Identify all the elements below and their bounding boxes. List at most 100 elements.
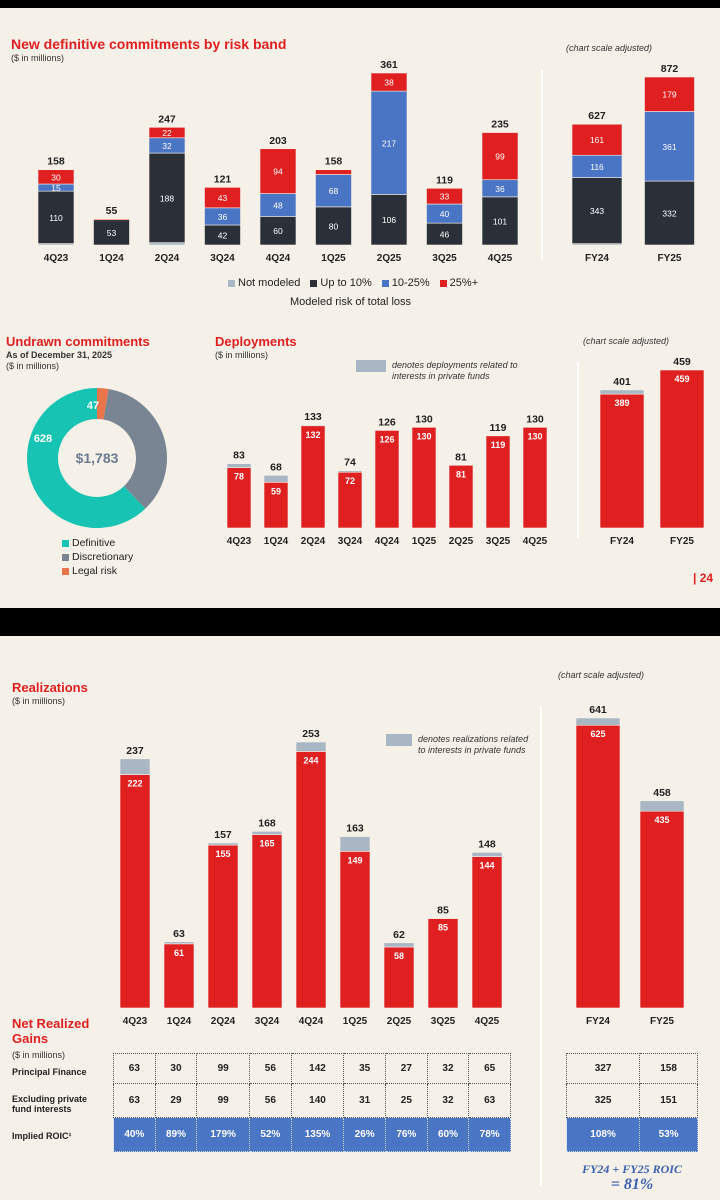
bar-2Q25-25-: [370, 72, 408, 92]
table-cell: 140: [290, 1083, 345, 1118]
bar-4Q25-seg0: [471, 856, 503, 1009]
realizations-subtitle: ($ in millions): [12, 696, 66, 706]
bar-3Q24-seg1: [251, 831, 283, 835]
tick-label-2Q25: 2Q25: [387, 1016, 412, 1027]
table-cell: 135%: [290, 1117, 345, 1152]
bar-value-label: 244: [303, 755, 318, 765]
bar-2Q25-seg0: [383, 946, 415, 1009]
bar-value-label: 119: [491, 440, 506, 450]
tick-label-4Q24: 4Q24: [266, 253, 291, 264]
undrawn-donut-chart: 1,10862847$1,783: [26, 388, 167, 528]
table-cell: 99: [196, 1053, 250, 1084]
deployments-scale-note: (chart scale adjusted): [583, 336, 670, 346]
bar-1Q25-25-: [315, 169, 352, 175]
realizations-note: denotes realizations related to interest…: [386, 734, 536, 756]
bar-FY24-25-: [571, 123, 623, 156]
bar-total-label: 83: [233, 450, 245, 462]
legend-item: Up to 10%: [310, 277, 372, 289]
bar-FY24-up-to-10-: [571, 177, 623, 244]
bar-3Q25-seg0: [485, 435, 511, 529]
commitments-title: New definitive commitments by risk band: [11, 36, 287, 52]
tick-label-3Q25: 3Q25: [486, 536, 511, 547]
legend-item: Not modeled: [228, 277, 300, 289]
legend-swatch: [439, 279, 447, 287]
bar-total-label: 62: [393, 929, 405, 941]
bar-value-label: 116: [590, 162, 604, 172]
table-cell: 30: [154, 1053, 198, 1084]
donut-slice-definitive: [26, 388, 146, 528]
row-label-excluding: Excluding private fund interests: [12, 1094, 88, 1114]
bar-value-label: 60: [273, 226, 283, 236]
table-row: 63 30 99 56 142 35 27 32 65: [113, 1053, 511, 1084]
deployments-divider: [577, 362, 579, 538]
table-cell: 99: [196, 1083, 250, 1118]
bar-3Q25-25-: [426, 188, 463, 205]
row-label-roic: Implied ROIC¹: [12, 1131, 72, 1141]
bar-value-label: 155: [215, 849, 230, 859]
table-cell: 40%: [113, 1117, 156, 1152]
bar-3Q24-25-: [204, 187, 241, 209]
bar-total-label: 81: [455, 451, 467, 463]
bar-value-label: 48: [273, 200, 283, 210]
bar-value-label: 217: [382, 138, 396, 148]
table-cell: 325: [565, 1083, 641, 1118]
roic-footnote-line2: = 81%: [610, 1176, 654, 1193]
legend-swatch: [62, 553, 69, 561]
bar-value-label: 389: [614, 398, 629, 408]
table-cell: 32: [426, 1053, 470, 1084]
page-number-value: 24: [699, 571, 714, 585]
bar-1Q24-seg1: [163, 941, 195, 945]
bar-value-label: 30: [51, 172, 61, 182]
legend-swatch: [228, 279, 235, 287]
tick-label-4Q24: 4Q24: [375, 536, 400, 547]
bar-value-label: 188: [160, 193, 174, 203]
slide-page-24: New definitive commitments by risk band …: [0, 0, 720, 608]
legend-swatch: [310, 279, 318, 287]
bar-4Q23-seg1: [119, 758, 151, 775]
bar-value-label: 61: [174, 948, 184, 958]
tick-label-1Q25: 1Q25: [412, 536, 437, 547]
tick-label-4Q23: 4Q23: [227, 536, 252, 547]
legend-item: Legal risk: [62, 565, 117, 577]
table-cell: 63: [468, 1083, 511, 1118]
table-cell: 60%: [426, 1117, 470, 1152]
legend-label: Legal risk: [72, 565, 117, 577]
bar-FY25-10-25-: [644, 111, 695, 182]
table-cell: 151: [639, 1083, 698, 1118]
realizations-quarterly-chart: 222 237 4Q23 61 63 1Q24 155 157 2Q24 165 168 3Q24 24…: [119, 728, 503, 1027]
bar-total-label: 130: [415, 413, 433, 425]
bar-total-label: 235: [491, 119, 509, 131]
table-row: 108% 53%: [565, 1117, 698, 1152]
bar-value-label: 165: [259, 839, 274, 849]
bar-FY24-seg1: [599, 389, 645, 395]
table-row: 325 151: [565, 1083, 698, 1118]
bar-FY25-seg1: [639, 800, 685, 812]
realizations-scale-note: (chart scale adjusted): [558, 670, 645, 680]
table-cell: 108%: [565, 1117, 641, 1152]
bar-value-label: 130: [527, 431, 542, 441]
bar-total-label: 163: [346, 823, 364, 835]
gains-quarterly-table: 63 30 99 56 142 35 27 32 65 63 29 99 56 140 31 25 32 63 40…: [113, 1053, 511, 1152]
bar-value-label: 179: [662, 90, 676, 100]
bar-2Q25-up-to-10-: [370, 194, 408, 246]
bar-total-label: 401: [613, 376, 631, 388]
donut-center-total: $1,783: [76, 450, 119, 466]
bar-value-label: 43: [218, 193, 228, 203]
table-cell: 35: [343, 1053, 386, 1084]
undrawn-legend: Definitive Discretionary Legal risk: [62, 537, 133, 577]
bar-value-label: 130: [416, 431, 431, 441]
bar-total-label: 121: [214, 173, 232, 185]
bar-4Q23-up-to-10-: [37, 190, 75, 244]
bar-total-label: 157: [214, 829, 232, 841]
tick-label-3Q24: 3Q24: [255, 1016, 280, 1027]
tick-label-FY25: FY25: [650, 1016, 674, 1027]
slide-top-border: [0, 0, 720, 8]
bar-1Q25-10-25-: [315, 174, 352, 208]
bar-value-label: 332: [662, 209, 676, 219]
page-number: | 24: [693, 571, 714, 585]
tick-label-2Q25: 2Q25: [377, 253, 402, 264]
table-cell: 25: [385, 1083, 428, 1118]
bar-value-label: 78: [234, 472, 244, 482]
bar-value-label: 85: [438, 923, 448, 933]
bar-value-label: 106: [382, 215, 396, 225]
